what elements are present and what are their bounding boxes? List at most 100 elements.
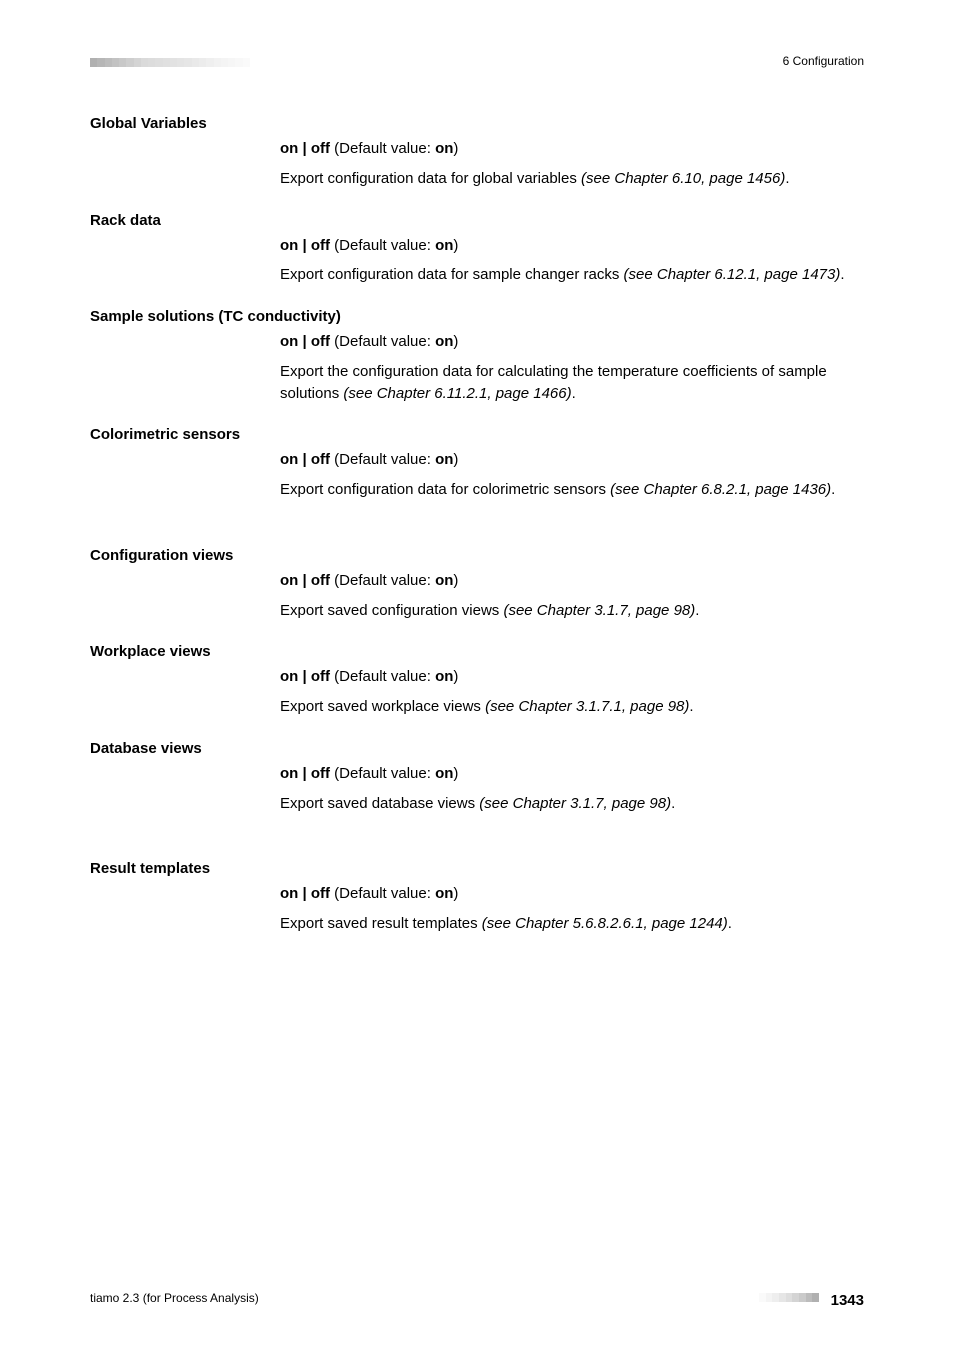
description-reference: (see Chapter 6.11.2.1, page 1466) bbox=[343, 385, 571, 402]
description-end: . bbox=[572, 385, 576, 402]
description-reference: (see Chapter 6.10, page 1456) bbox=[581, 170, 785, 187]
decor-segment bbox=[126, 58, 133, 67]
toggle-options: on | off bbox=[280, 237, 330, 254]
description-reference: (see Chapter 3.1.7, page 98) bbox=[503, 602, 695, 619]
decor-segment bbox=[806, 1293, 813, 1302]
description-end: . bbox=[728, 915, 732, 932]
option-description: Export configuration data for sample cha… bbox=[280, 264, 864, 286]
toggle-default-label: (Default value: bbox=[330, 451, 435, 468]
option-toggle-value: on | off (Default value: on) bbox=[280, 138, 864, 160]
description-text: Export configuration data for sample cha… bbox=[280, 266, 624, 283]
decor-segment bbox=[119, 58, 126, 67]
description-reference: (see Chapter 5.6.8.2.6.1, page 1244) bbox=[482, 915, 728, 932]
option-description: Export saved result templates (see Chapt… bbox=[280, 913, 864, 935]
toggle-default-value: on bbox=[435, 572, 453, 589]
decor-segment bbox=[105, 58, 112, 67]
decor-segment bbox=[192, 58, 199, 67]
decor-segment bbox=[163, 58, 170, 67]
toggle-options: on | off bbox=[280, 572, 330, 589]
decor-segment bbox=[799, 1293, 806, 1302]
section-title: Global Variables bbox=[90, 115, 864, 132]
decor-segment bbox=[786, 1293, 793, 1302]
description-reference: (see Chapter 6.8.2.1, page 1436) bbox=[610, 481, 831, 498]
toggle-options: on | off bbox=[280, 765, 330, 782]
description-reference: (see Chapter 3.1.7.1, page 98) bbox=[485, 698, 689, 715]
option-description: Export saved workplace views (see Chapte… bbox=[280, 696, 864, 718]
decor-segment bbox=[214, 58, 221, 67]
option-toggle-value: on | off (Default value: on) bbox=[280, 666, 864, 688]
decor-segment bbox=[779, 1293, 786, 1302]
option-toggle-value: on | off (Default value: on) bbox=[280, 763, 864, 785]
toggle-default-label: (Default value: bbox=[330, 333, 435, 350]
option-toggle-value: on | off (Default value: on) bbox=[280, 449, 864, 471]
toggle-options: on | off bbox=[280, 451, 330, 468]
toggle-close: ) bbox=[453, 765, 458, 782]
decor-segment bbox=[759, 1293, 766, 1302]
toggle-default-label: (Default value: bbox=[330, 765, 435, 782]
toggle-default-value: on bbox=[435, 765, 453, 782]
toggle-default-value: on bbox=[435, 237, 453, 254]
footer-decor-bar bbox=[759, 1293, 819, 1302]
option-toggle-value: on | off (Default value: on) bbox=[280, 570, 864, 592]
toggle-options: on | off bbox=[280, 333, 330, 350]
option-toggle-value: on | off (Default value: on) bbox=[280, 331, 864, 353]
toggle-close: ) bbox=[453, 572, 458, 589]
toggle-options: on | off bbox=[280, 885, 330, 902]
description-text: Export configuration data for colorimetr… bbox=[280, 481, 610, 498]
decor-segment bbox=[90, 58, 97, 67]
description-text: Export configuration data for global var… bbox=[280, 170, 581, 187]
decor-segment bbox=[221, 58, 228, 67]
decor-segment bbox=[97, 58, 104, 67]
decor-segment bbox=[812, 1293, 819, 1302]
decor-segment bbox=[228, 58, 235, 67]
toggle-options: on | off bbox=[280, 140, 330, 157]
toggle-close: ) bbox=[453, 451, 458, 468]
toggle-default-label: (Default value: bbox=[330, 572, 435, 589]
toggle-default-value: on bbox=[435, 668, 453, 685]
description-text: Export saved workplace views bbox=[280, 698, 485, 715]
option-description: Export configuration data for colorimetr… bbox=[280, 479, 864, 501]
toggle-close: ) bbox=[453, 237, 458, 254]
decor-segment bbox=[772, 1293, 779, 1302]
toggle-default-value: on bbox=[435, 140, 453, 157]
description-text: Export saved configuration views bbox=[280, 602, 503, 619]
description-text: Export saved result templates bbox=[280, 915, 482, 932]
decor-segment bbox=[235, 58, 242, 67]
decor-segment bbox=[792, 1293, 799, 1302]
decor-segment bbox=[170, 58, 177, 67]
toggle-default-value: on bbox=[435, 451, 453, 468]
decor-segment bbox=[766, 1293, 773, 1302]
section-title: Result templates bbox=[90, 860, 864, 877]
section-title: Rack data bbox=[90, 212, 864, 229]
option-toggle-value: on | off (Default value: on) bbox=[280, 235, 864, 257]
decor-segment bbox=[184, 58, 191, 67]
description-text: Export saved database views bbox=[280, 795, 479, 812]
decor-segment bbox=[141, 58, 148, 67]
footer-page-number: 1343 bbox=[831, 1292, 864, 1309]
description-end: . bbox=[671, 795, 675, 812]
description-end: . bbox=[785, 170, 789, 187]
toggle-default-label: (Default value: bbox=[330, 140, 435, 157]
option-toggle-value: on | off (Default value: on) bbox=[280, 883, 864, 905]
description-end: . bbox=[831, 481, 835, 498]
toggle-default-value: on bbox=[435, 333, 453, 350]
description-reference: (see Chapter 6.12.1, page 1473) bbox=[624, 266, 841, 283]
toggle-default-value: on bbox=[435, 885, 453, 902]
toggle-default-label: (Default value: bbox=[330, 237, 435, 254]
page-content: Global Variables on | off (Default value:… bbox=[90, 115, 864, 935]
description-end: . bbox=[695, 602, 699, 619]
decor-segment bbox=[134, 58, 141, 67]
description-end: . bbox=[689, 698, 693, 715]
toggle-options: on | off bbox=[280, 668, 330, 685]
toggle-close: ) bbox=[453, 668, 458, 685]
section-title: Workplace views bbox=[90, 643, 864, 660]
decor-segment bbox=[206, 58, 213, 67]
decor-segment bbox=[199, 58, 206, 67]
toggle-close: ) bbox=[453, 885, 458, 902]
decor-segment bbox=[148, 58, 155, 67]
toggle-close: ) bbox=[453, 140, 458, 157]
option-description: Export the configuration data for calcul… bbox=[280, 361, 864, 405]
option-description: Export configuration data for global var… bbox=[280, 168, 864, 190]
decor-segment bbox=[177, 58, 184, 67]
toggle-default-label: (Default value: bbox=[330, 668, 435, 685]
